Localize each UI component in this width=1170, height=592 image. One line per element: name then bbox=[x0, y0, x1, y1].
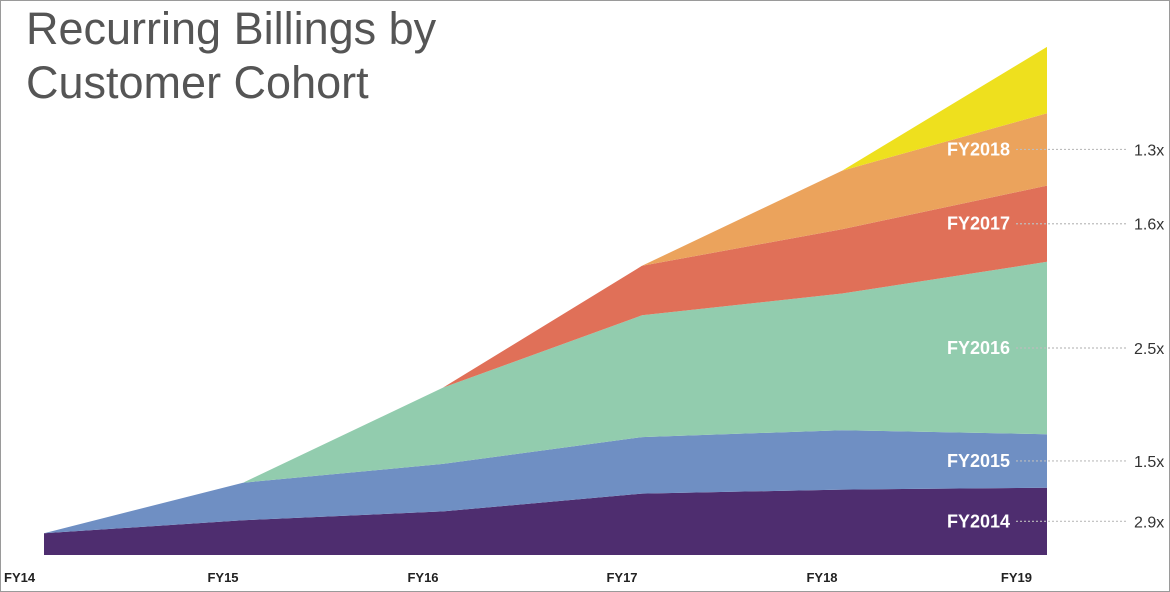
x-tick-fy16: FY16 bbox=[407, 570, 438, 585]
cohort-label-fy2015: FY2015 bbox=[947, 451, 1010, 471]
multiplier-label-fy2015: 1.5x bbox=[1134, 454, 1164, 471]
x-tick-fy18: FY18 bbox=[806, 570, 837, 585]
multiplier-label-fy2016: 2.5x bbox=[1134, 341, 1164, 358]
cohort-label-fy2017: FY2017 bbox=[947, 214, 1010, 234]
area-latest-cohort bbox=[842, 46, 1047, 171]
chart-title-line-2: Customer Cohort bbox=[26, 57, 369, 108]
area-layers bbox=[44, 46, 1047, 555]
x-tick-fy19: FY19 bbox=[1001, 570, 1032, 585]
area-fy2016 bbox=[243, 261, 1047, 483]
area-fy2015 bbox=[44, 430, 1047, 534]
multiplier-label-fy2017: 1.6x bbox=[1134, 217, 1164, 234]
area-fy2014 bbox=[44, 487, 1047, 555]
x-tick-fy17: FY17 bbox=[606, 570, 637, 585]
cohort-labels: FY2014 FY2015 FY2016 FY2017 FY2018 bbox=[947, 139, 1010, 531]
multiplier-label-fy2018: 1.3x bbox=[1134, 142, 1164, 159]
cohort-label-fy2014: FY2014 bbox=[947, 511, 1010, 531]
chart-title: Recurring Billings by Customer Cohort bbox=[26, 2, 626, 110]
chart-title-line-1: Recurring Billings by bbox=[26, 3, 437, 54]
area-fy2018 bbox=[642, 113, 1047, 266]
area-fy2017 bbox=[443, 185, 1047, 388]
x-tick-fy15: FY15 bbox=[207, 570, 238, 585]
x-axis-ticks: FY14 FY15 FY16 FY17 FY18 FY19 bbox=[4, 570, 1032, 585]
cohort-label-fy2016: FY2016 bbox=[947, 338, 1010, 358]
multiplier-labels: 2.9x 1.5x 2.5x 1.6x 1.3x bbox=[1134, 142, 1164, 531]
multiplier-label-fy2014: 2.9x bbox=[1134, 514, 1164, 531]
x-tick-fy14: FY14 bbox=[4, 570, 36, 585]
cohort-label-fy2018: FY2018 bbox=[947, 139, 1010, 159]
